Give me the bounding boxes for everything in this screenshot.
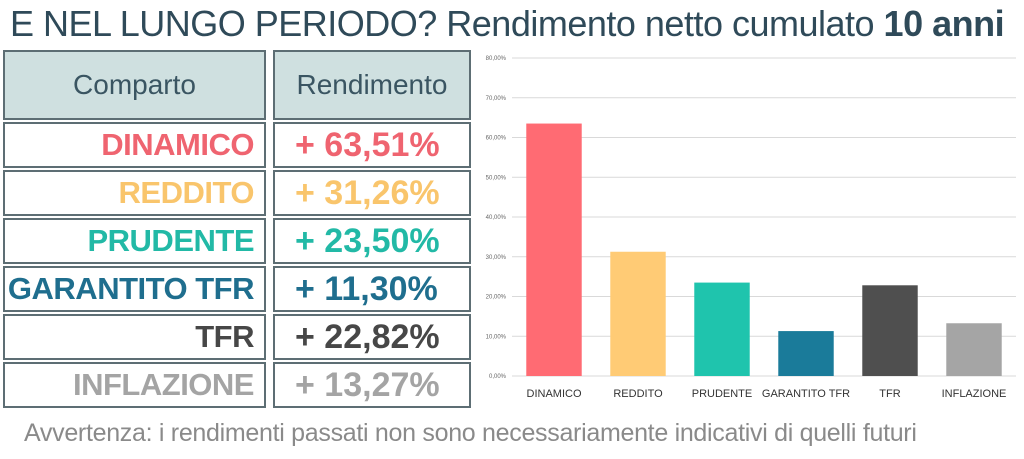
row-value-garantito-tfr: + 11,30%: [273, 266, 471, 312]
x-tick-label: REDDITO: [613, 388, 663, 400]
row-value-dinamico: + 63,51%: [273, 122, 471, 168]
page-title: E NEL LUNGO PERIODO? Rendimento netto cu…: [10, 2, 1005, 46]
row-name-reddito: REDDITO: [3, 170, 266, 216]
header-comparto: Comparto: [3, 50, 266, 120]
row-value-tfr: + 22,82%: [273, 314, 471, 360]
y-tick-label: 50,00%: [486, 175, 507, 181]
bar: [610, 251, 666, 376]
y-tick-label: 30,00%: [486, 255, 507, 261]
row-value-prudente: + 23,50%: [273, 218, 471, 264]
y-tick-label: 20,00%: [486, 295, 507, 301]
row-name-dinamico: DINAMICO: [3, 122, 266, 168]
x-tick-label: INFLAZIONE: [942, 388, 1007, 400]
returns-table: Comparto Rendimento DINAMICO + 63,51% RE…: [3, 50, 471, 412]
bar: [778, 331, 834, 376]
x-tick-label: TFR: [879, 388, 900, 400]
row-value-inflazione: + 13,27%: [273, 362, 471, 408]
bar: [526, 123, 582, 376]
row-name-tfr: TFR: [3, 314, 266, 360]
y-tick-label: 80,00%: [486, 56, 507, 62]
row-value-reddito: + 31,26%: [273, 170, 471, 216]
title-regular: E NEL LUNGO PERIODO? Rendimento netto cu…: [10, 3, 884, 44]
y-tick-label: 40,00%: [486, 215, 507, 221]
x-tick-label: DINAMICO: [527, 388, 582, 400]
y-tick-label: 70,00%: [486, 96, 507, 102]
bar: [862, 285, 918, 376]
bar: [946, 323, 1002, 376]
x-tick-label: PRUDENTE: [692, 388, 753, 400]
header-rendimento: Rendimento: [273, 50, 471, 120]
disclaimer-note: Avvertenza: i rendimenti passati non son…: [24, 419, 917, 447]
row-name-prudente: PRUDENTE: [3, 218, 266, 264]
y-tick-label: 60,00%: [486, 136, 507, 142]
row-name-garantito-tfr: GARANTITO TFR: [3, 266, 266, 312]
title-bold: 10 anni: [883, 3, 1005, 44]
x-tick-label: GARANTITO TFR: [762, 388, 850, 400]
row-name-inflazione: INFLAZIONE: [3, 362, 266, 408]
y-tick-label: 0,00%: [489, 374, 507, 380]
bar-chart: 0,00% 10,00% 20,00% 30,00% 40,00% 50,00% 60,00…: [486, 56, 1016, 400]
y-tick-label: 10,00%: [486, 334, 507, 340]
bar: [694, 282, 750, 376]
